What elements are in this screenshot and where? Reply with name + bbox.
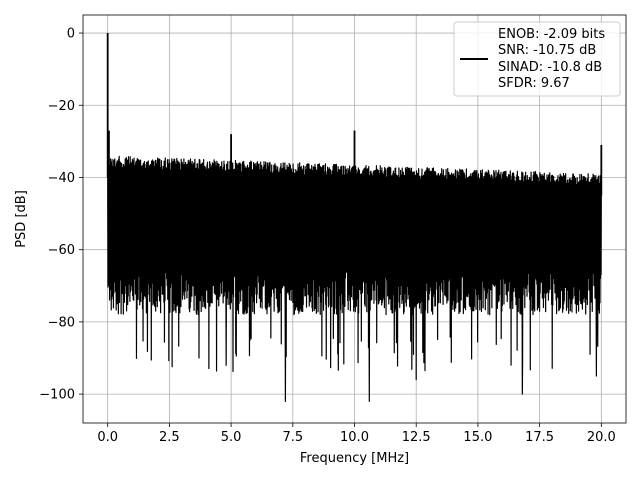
x-tick-label: 5.0 (221, 430, 242, 445)
legend-box (453, 21, 621, 97)
x-tick-label: 10.0 (340, 430, 369, 445)
y-tick-label: −80 (48, 315, 75, 330)
y-axis: 0 −20 −40 −60 −80 −100 (39, 27, 83, 403)
x-tick-label: 0.0 (97, 430, 118, 445)
x-tick-label: 12.5 (402, 430, 431, 445)
legend: ENOB: -2.09 bits SNR: -10.75 dB SINAD: -… (453, 21, 621, 97)
x-axis: 0.0 2.5 5.0 7.5 10.0 12.5 15.0 17.5 20.0 (97, 423, 616, 445)
y-tick-label: −20 (48, 99, 75, 114)
psd-series (106, 33, 603, 402)
y-tick-label: −100 (39, 388, 75, 403)
x-tick-label: 15.0 (463, 430, 492, 445)
y-axis-title: PSD [dB] (14, 190, 29, 248)
y-tick-label: −60 (48, 243, 75, 258)
x-tick-label: 7.5 (282, 430, 303, 445)
y-tick-label: 0 (67, 27, 75, 42)
x-tick-label: 17.5 (525, 430, 554, 445)
x-tick-label: 2.5 (159, 430, 180, 445)
x-axis-title: Frequency [MHz] (300, 451, 409, 466)
y-tick-label: −40 (48, 171, 75, 186)
legend-line-enob: ENOB: -2.09 bits (498, 27, 605, 42)
legend-line-snr: SNR: -10.75 dB (498, 43, 596, 58)
legend-line-sfdr: SFDR: 9.67 (498, 76, 570, 91)
legend-line-sinad: SINAD: -10.8 dB (498, 60, 602, 75)
x-tick-label: 20.0 (587, 430, 616, 445)
